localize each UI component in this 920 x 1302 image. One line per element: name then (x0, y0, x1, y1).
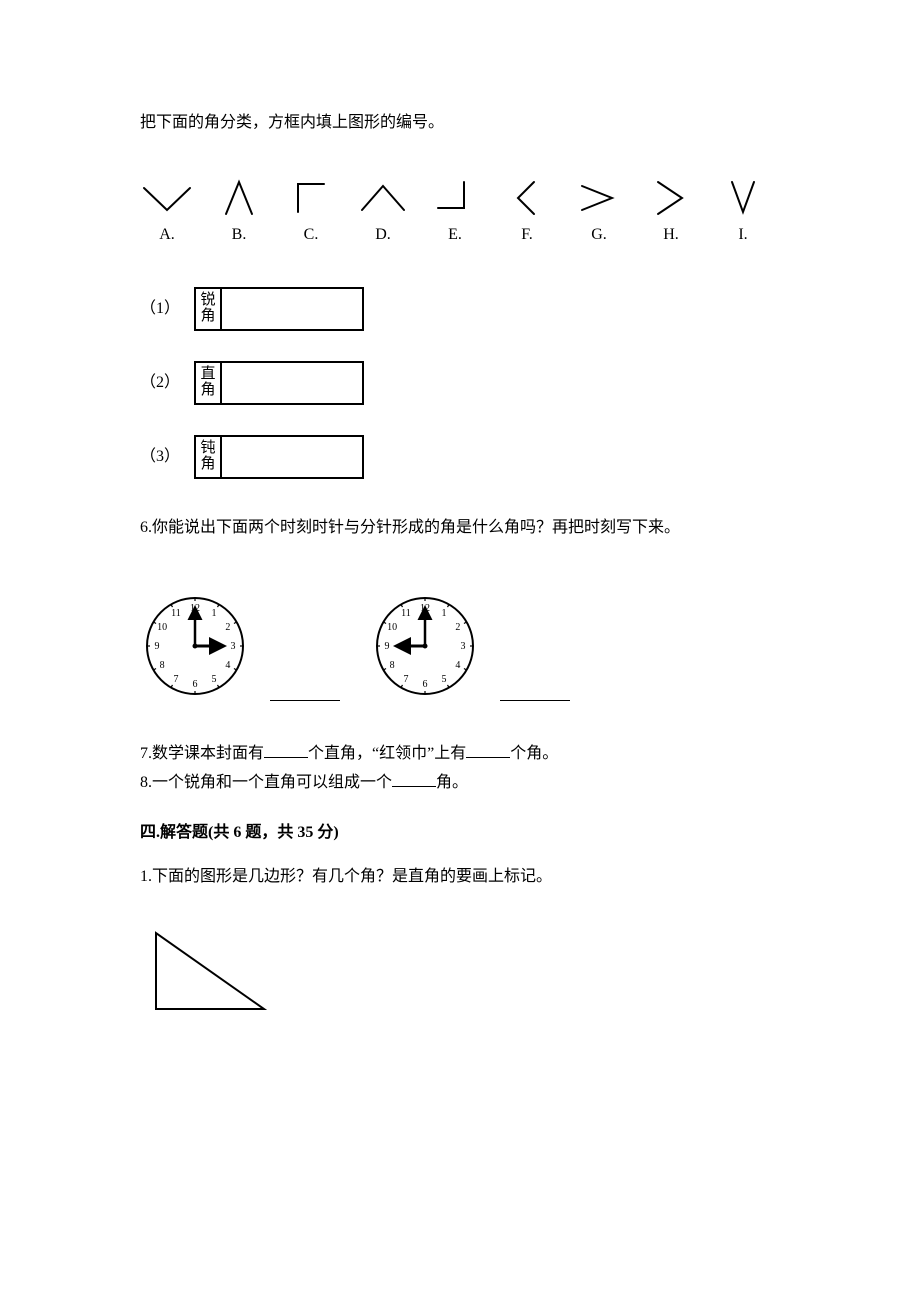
svg-text:8: 8 (160, 660, 165, 671)
category-row: （2） 直角 (140, 361, 780, 405)
category-number: （2） (140, 370, 180, 396)
svg-text:4: 4 (455, 660, 460, 671)
question-8: 8.一个锐角和一个直角可以组成一个 角。 (140, 770, 780, 796)
angle-item: H. (644, 176, 698, 248)
q7-suffix: 个角。 (510, 745, 558, 762)
angle-label: F. (521, 222, 533, 248)
instruction-text: 把下面的角分类，方框内填上图形的编号。 (140, 110, 780, 136)
clock-with-blank: 123456789101112 (140, 591, 340, 701)
svg-text:3: 3 (461, 641, 466, 652)
svg-text:10: 10 (387, 622, 397, 633)
angle-icon (356, 176, 410, 218)
angle-label: B. (232, 222, 247, 248)
svg-text:4: 4 (225, 660, 230, 671)
question-7: 7.数学课本封面有 个直角，“红领巾”上有 个角。 (140, 741, 780, 767)
q8-prefix: 8.一个锐角和一个直角可以组成一个 (140, 774, 392, 791)
fill-blank[interactable] (466, 744, 510, 758)
clock-icon: 123456789101112 (140, 591, 250, 701)
svg-text:2: 2 (225, 622, 230, 633)
svg-text:6: 6 (423, 679, 428, 690)
angle-icon (572, 176, 626, 218)
clocks-row: 123456789101112123456789101112 (140, 591, 780, 701)
svg-text:10: 10 (157, 622, 167, 633)
angle-label: D. (375, 222, 391, 248)
angle-icon (716, 176, 770, 218)
svg-text:7: 7 (404, 674, 409, 685)
angle-icon (284, 176, 338, 218)
angle-label: A. (159, 222, 175, 248)
triangle-figure (140, 919, 780, 1028)
categories-container: （1） 锐角 （2） 直角 （3） 钝角 (140, 287, 780, 479)
angle-icon (428, 176, 482, 218)
svg-text:1: 1 (212, 608, 217, 619)
angle-item: F. (500, 176, 554, 248)
q8-suffix: 角。 (436, 774, 468, 791)
angle-item: C. (284, 176, 338, 248)
angle-item: D. (356, 176, 410, 248)
category-row: （3） 钝角 (140, 435, 780, 479)
svg-text:6: 6 (193, 679, 198, 690)
clock-icon: 123456789101112 (370, 591, 480, 701)
angle-label: C. (304, 222, 319, 248)
category-box[interactable]: 锐角 (194, 287, 364, 331)
svg-text:3: 3 (231, 641, 236, 652)
fill-blank[interactable] (500, 687, 570, 701)
svg-text:9: 9 (385, 641, 390, 652)
svg-text:9: 9 (155, 641, 160, 652)
svg-text:11: 11 (171, 608, 181, 619)
fill-blank[interactable] (392, 773, 436, 787)
svg-text:1: 1 (442, 608, 447, 619)
question-iv-1: 1.下面的图形是几边形？有几个角？是直角的要画上标记。 (140, 864, 780, 890)
svg-text:5: 5 (442, 674, 447, 685)
angle-icon (140, 176, 194, 218)
svg-text:7: 7 (174, 674, 179, 685)
svg-text:8: 8 (390, 660, 395, 671)
angle-label: G. (591, 222, 607, 248)
svg-text:5: 5 (212, 674, 217, 685)
angle-label: I. (738, 222, 747, 248)
angles-row: A. B. C. D. E. F. G. H. I. (140, 176, 780, 248)
category-box[interactable]: 直角 (194, 361, 364, 405)
q7-mid: 个直角，“红领巾”上有 (308, 745, 466, 762)
angle-item: B. (212, 176, 266, 248)
section-4-header: 四.解答题(共 6 题，共 35 分) (140, 820, 780, 846)
category-number: （3） (140, 444, 180, 470)
clock-with-blank: 123456789101112 (370, 591, 570, 701)
angle-label: H. (663, 222, 679, 248)
category-label: 钝角 (196, 437, 222, 477)
angle-icon (500, 176, 554, 218)
category-label: 锐角 (196, 289, 222, 329)
angle-item: G. (572, 176, 626, 248)
question-6: 6.你能说出下面两个时刻时针与分针形成的角是什么角吗？再把时刻写下来。 (140, 515, 780, 541)
angle-item: A. (140, 176, 194, 248)
angle-label: E. (448, 222, 462, 248)
fill-blank[interactable] (270, 687, 340, 701)
svg-text:2: 2 (455, 622, 460, 633)
fill-blank[interactable] (264, 744, 308, 758)
angle-icon (212, 176, 266, 218)
angle-icon (644, 176, 698, 218)
category-label: 直角 (196, 363, 222, 403)
q7-prefix: 7.数学课本封面有 (140, 745, 264, 762)
category-number: （1） (140, 296, 180, 322)
category-box[interactable]: 钝角 (194, 435, 364, 479)
angle-item: I. (716, 176, 770, 248)
svg-text:11: 11 (401, 608, 411, 619)
category-row: （1） 锐角 (140, 287, 780, 331)
angle-item: E. (428, 176, 482, 248)
